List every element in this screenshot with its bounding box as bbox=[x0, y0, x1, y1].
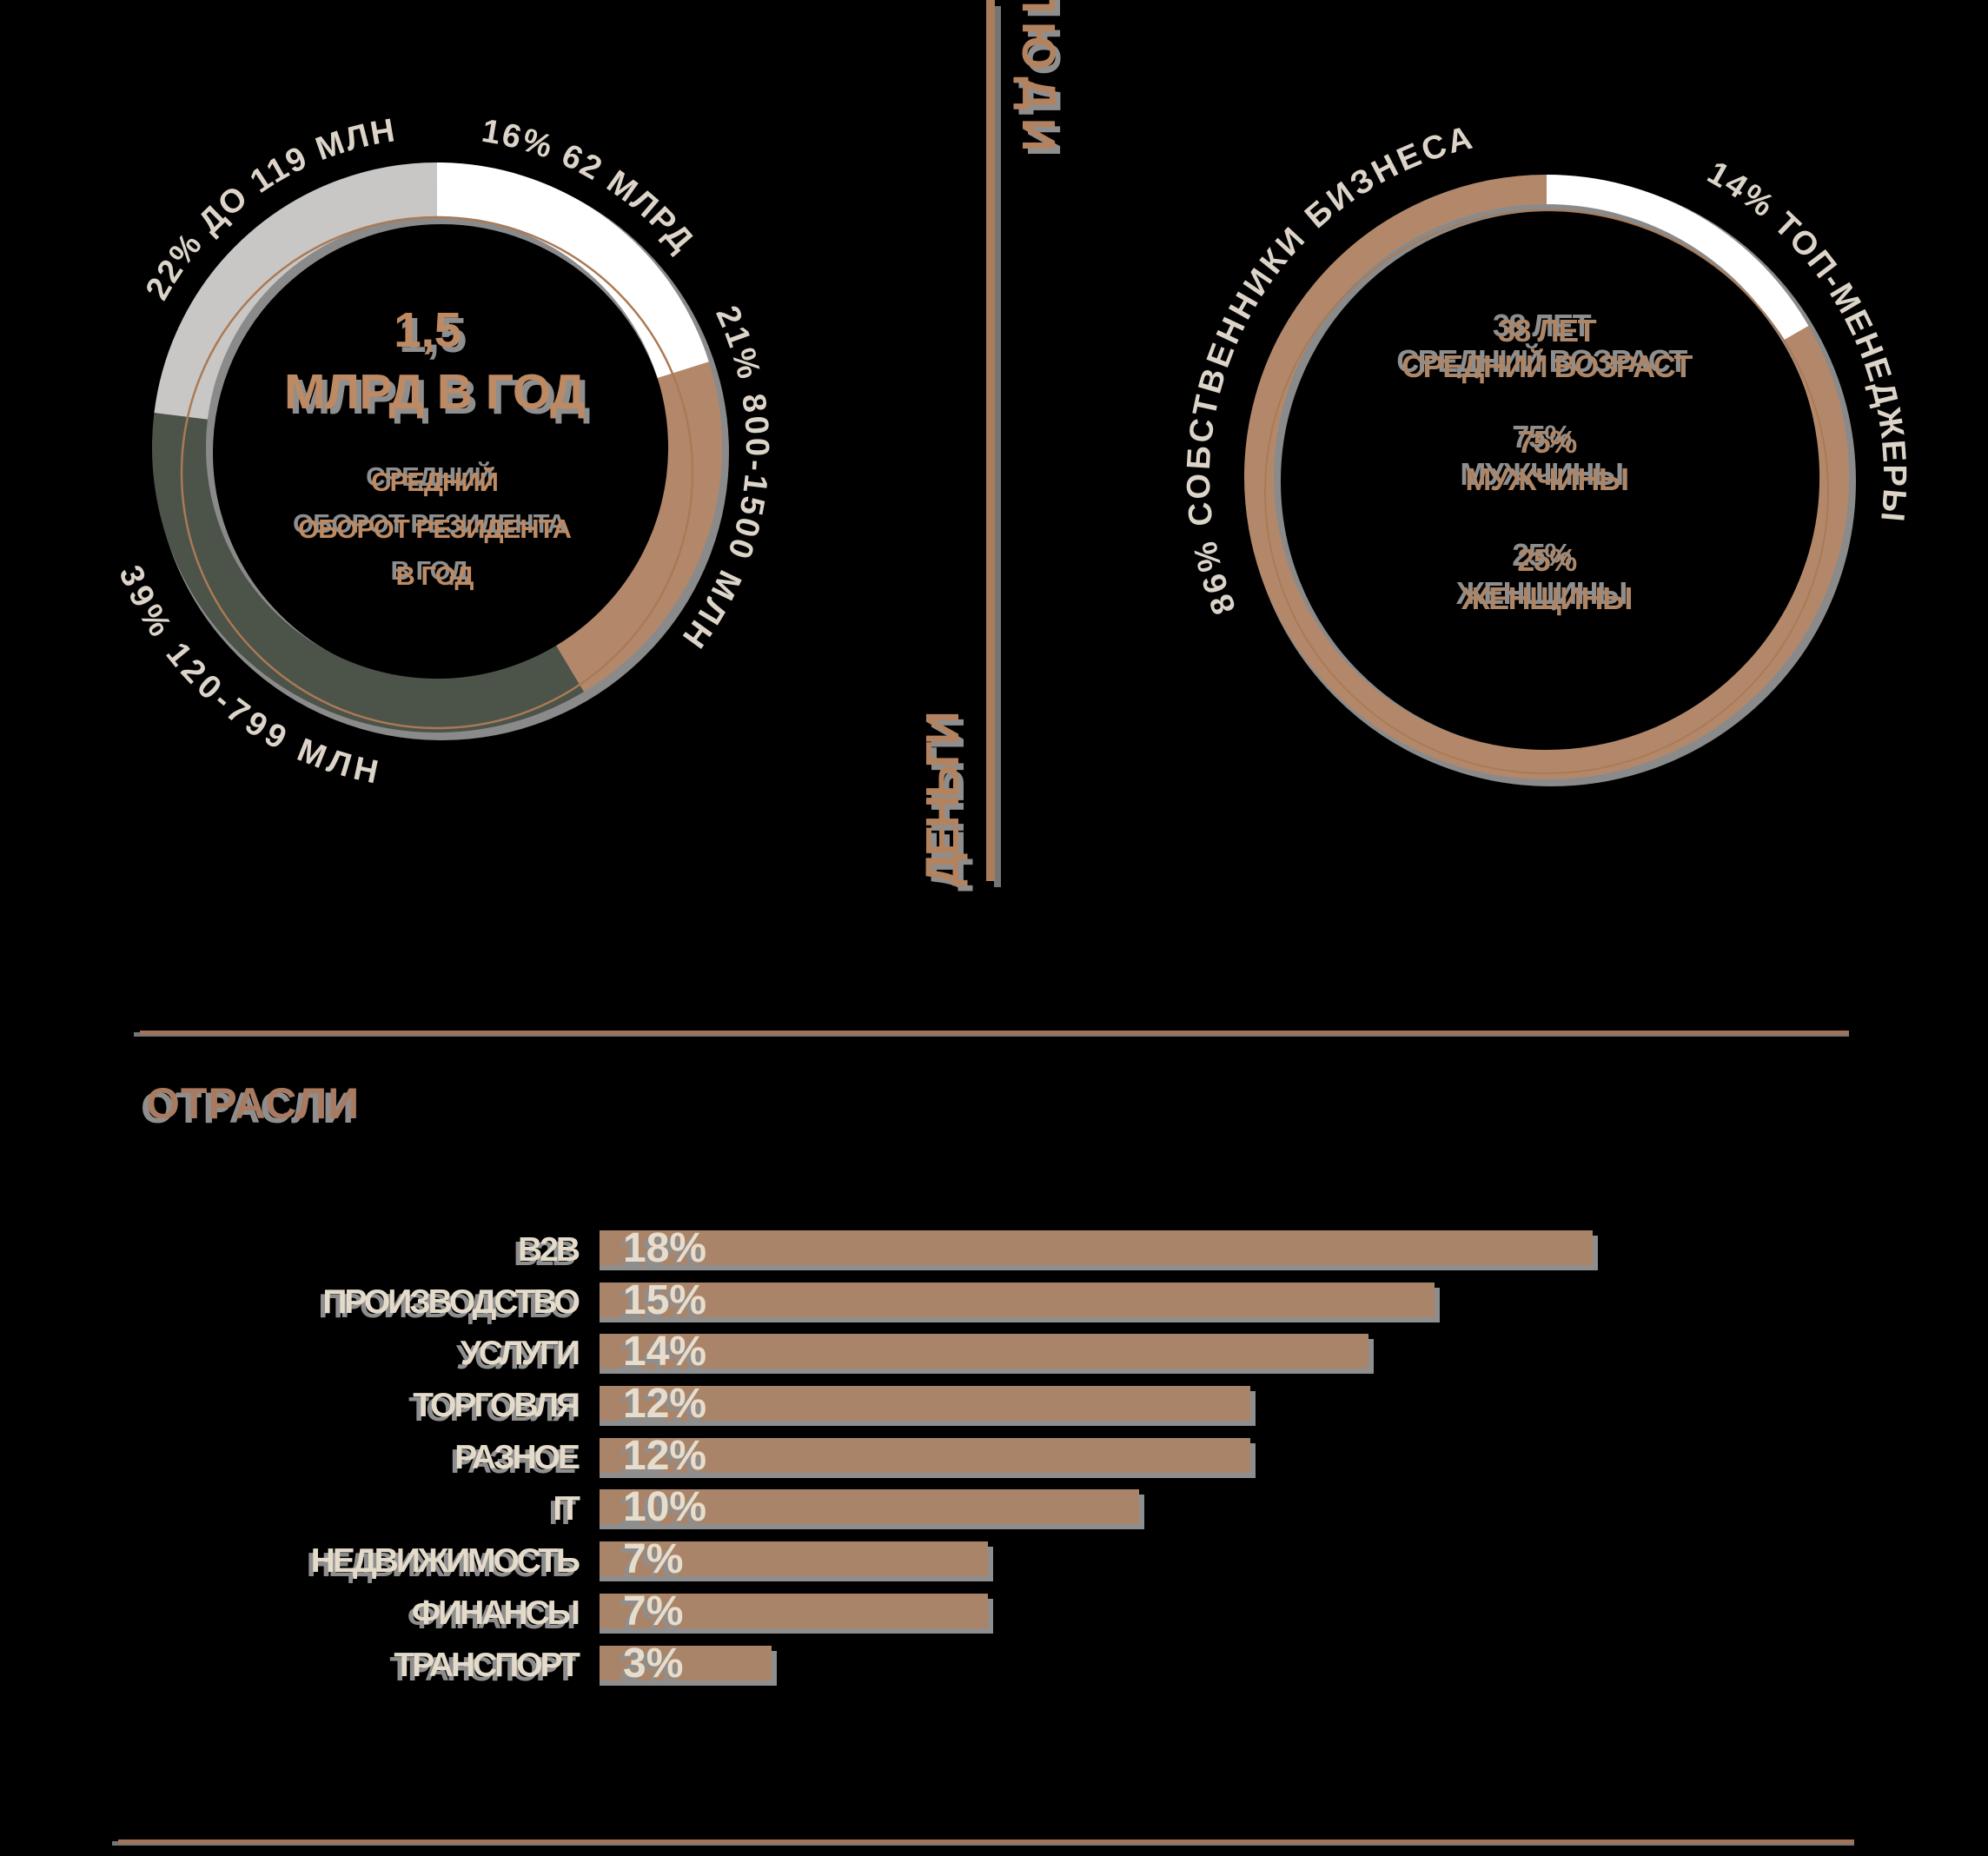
svg-text:3%: 3% bbox=[623, 1641, 683, 1687]
svg-text:75%: 75% bbox=[1512, 419, 1572, 454]
svg-text:18%: 18% bbox=[623, 1225, 706, 1271]
svg-text:МЛРД В ГОД: МЛРД В ГОД bbox=[284, 364, 585, 420]
svg-text:В ГОД: В ГОД bbox=[396, 560, 474, 591]
svg-text:ОТРАСЛИ: ОТРАСЛИ bbox=[146, 1079, 360, 1128]
svg-text:7%: 7% bbox=[623, 1588, 683, 1634]
svg-text:ЖЕНЩИНЫ: ЖЕНЩИНЫ bbox=[1461, 580, 1632, 616]
svg-text:14%: 14% bbox=[623, 1329, 706, 1375]
svg-text:10%: 10% bbox=[623, 1484, 706, 1530]
svg-text:СРЕДНИЙ ВОЗРАСТ: СРЕДНИЙ ВОЗРАСТ bbox=[1402, 348, 1693, 384]
svg-text:ФИНАНСЫ: ФИНАНСЫ bbox=[412, 1594, 579, 1632]
svg-text:12%: 12% bbox=[619, 1385, 702, 1431]
svg-text:ТРАНСПОРТ: ТРАНСПОРТ bbox=[389, 1651, 576, 1688]
svg-text:ТОРГОВЛЯ: ТОРГОВЛЯ bbox=[413, 1387, 579, 1424]
svg-text:ТОРГОВЛЯ: ТОРГОВЛЯ bbox=[408, 1391, 574, 1428]
svg-text:1,5: 1,5 bbox=[394, 302, 461, 358]
svg-text:ОБОРОТ РЕЗИДЕНТА: ОБОРОТ РЕЗИДЕНТА bbox=[293, 508, 567, 539]
svg-text:25%: 25% bbox=[1517, 542, 1577, 578]
svg-text:15%: 15% bbox=[623, 1277, 706, 1323]
svg-text:38 ЛЕТ: 38 ЛЕТ bbox=[1493, 308, 1592, 343]
svg-text:МУЖЧИНЫ: МУЖЧИНЫ bbox=[1465, 461, 1627, 497]
svg-text:10%: 10% bbox=[619, 1488, 702, 1535]
svg-text:ПРОИЗВОДСТВО: ПРОИЗВОДСТВО bbox=[318, 1288, 574, 1325]
svg-text:18%: 18% bbox=[619, 1230, 702, 1276]
svg-text:15%: 15% bbox=[619, 1282, 702, 1328]
svg-text:14%: 14% bbox=[619, 1333, 702, 1379]
svg-text:3%: 3% bbox=[619, 1645, 679, 1691]
svg-text:1,5: 1,5 bbox=[399, 308, 467, 363]
svg-text:12%: 12% bbox=[623, 1433, 706, 1479]
svg-text:25%: 25% bbox=[1512, 537, 1572, 573]
svg-text:УСЛУГИ: УСЛУГИ bbox=[461, 1335, 579, 1372]
svg-text:В ГОД: В ГОД bbox=[391, 555, 469, 586]
svg-text:РАЗНОЕ: РАЗНОЕ bbox=[450, 1443, 575, 1481]
svg-text:ЖЕНЩИНЫ: ЖЕНЩИНЫ bbox=[1455, 575, 1627, 611]
svg-text:СРЕДНИЙ ВОЗРАСТ: СРЕДНИЙ ВОЗРАСТ bbox=[1396, 342, 1687, 379]
svg-text:МЛРД В ГОД: МЛРД В ГОД bbox=[289, 369, 590, 425]
svg-text:12%: 12% bbox=[619, 1437, 702, 1483]
svg-text:СРЕДНИЙ: СРЕДНИЙ bbox=[371, 466, 498, 497]
svg-text:7%: 7% bbox=[623, 1536, 683, 1582]
svg-text:ЛЮДИ: ЛЮДИ bbox=[1012, 0, 1064, 160]
svg-text:ТРАНСПОРТ: ТРАНСПОРТ bbox=[394, 1647, 580, 1684]
svg-text:СРЕДНИЙ: СРЕДНИЙ bbox=[366, 461, 493, 492]
svg-text:7%: 7% bbox=[619, 1593, 679, 1639]
svg-text:ОТРАСЛИ: ОТРАСЛИ bbox=[141, 1084, 355, 1132]
svg-text:ДЕНЬГИ: ДЕНЬГИ bbox=[922, 719, 974, 892]
svg-text:УСЛУГИ: УСЛУГИ bbox=[456, 1339, 574, 1376]
svg-text:ПРОИЗВОДСТВО: ПРОИЗВОДСТВО bbox=[322, 1283, 579, 1321]
svg-text:IT: IT bbox=[553, 1490, 580, 1528]
svg-text:РАЗНОЕ: РАЗНОЕ bbox=[454, 1439, 580, 1476]
svg-text:МУЖЧИНЫ: МУЖЧИНЫ bbox=[1460, 456, 1622, 492]
svg-text:ФИНАНСЫ: ФИНАНСЫ bbox=[408, 1599, 574, 1636]
svg-text:7%: 7% bbox=[619, 1541, 679, 1587]
svg-text:12%: 12% bbox=[623, 1381, 706, 1427]
svg-text:75%: 75% bbox=[1517, 424, 1577, 460]
svg-text:B2B: B2B bbox=[514, 1236, 575, 1273]
svg-text:38 ЛЕТ: 38 ЛЕТ bbox=[1498, 313, 1597, 348]
svg-text:НЕДВИЖИМОСТЬ: НЕДВИЖИМОСТЬ bbox=[307, 1547, 575, 1584]
svg-text:ДЕНЬГИ: ДЕНЬГИ bbox=[917, 713, 969, 886]
svg-text:ОБОРОТ РЕЗИДЕНТА: ОБОРОТ РЕЗИДЕНТА bbox=[298, 514, 572, 544]
svg-text:B2B: B2B bbox=[518, 1231, 580, 1269]
svg-text:ЛЮДИ: ЛЮДИ bbox=[1017, 0, 1070, 165]
svg-text:НЕДВИЖИМОСТЬ: НЕДВИЖИМОСТЬ bbox=[311, 1542, 580, 1580]
